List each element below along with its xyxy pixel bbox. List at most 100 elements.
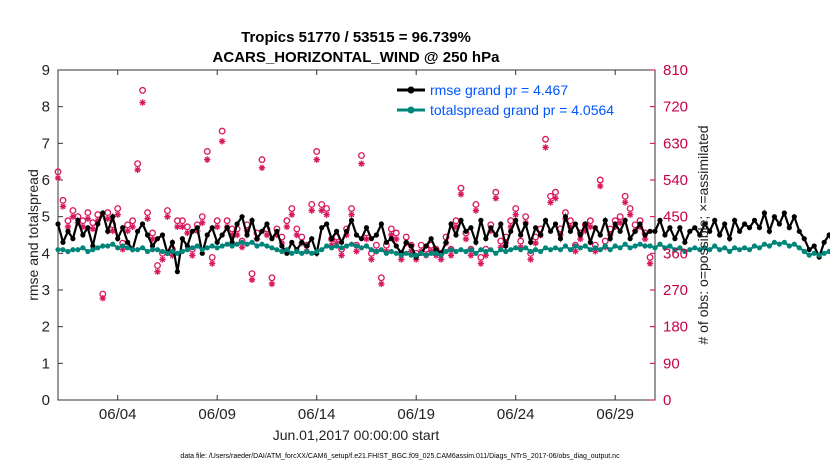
obs-possible-marker [313, 148, 321, 155]
rmse-point [687, 228, 693, 234]
obs-assimilated-marker [323, 211, 330, 218]
rmse-point [547, 228, 554, 234]
obs-assimilated-marker [129, 223, 136, 231]
rmse-point [826, 232, 830, 238]
totalspread-point [562, 243, 569, 249]
legend-rmse-label: rmse grand pr = 4.467 [430, 82, 568, 98]
totalspread-point [274, 247, 280, 253]
obs-assimilated-marker [597, 182, 604, 190]
obs-assimilated-marker [283, 223, 291, 231]
y-tick-label: 5 [42, 209, 50, 226]
obs-assimilated-marker [343, 231, 350, 239]
tick-labels: 012345678909018027036045054063072081006/… [42, 62, 688, 423]
legend-rmse-marker [407, 86, 415, 94]
totalspread-point [443, 248, 449, 255]
series-lines [55, 209, 830, 275]
rmse-point [115, 236, 121, 242]
rmse-point [483, 236, 489, 242]
obs-assimilated-marker [54, 174, 62, 182]
obs-assimilated-marker [293, 231, 300, 239]
rmse-point [647, 228, 653, 234]
rmse-point [125, 239, 131, 245]
rmse-point [513, 217, 519, 223]
rmse-point [736, 228, 743, 234]
obs-possible-marker [522, 213, 530, 221]
rmse-point [309, 236, 315, 242]
obs-possible-marker [223, 217, 231, 225]
legend: rmse grand pr = 4.467 totalspread grand … [392, 80, 650, 122]
totalspread-point [597, 247, 603, 253]
obs-assimilated-marker [273, 231, 281, 239]
obs-possible-marker [596, 176, 604, 184]
totalspread-point [264, 243, 270, 249]
totalspread-point [567, 247, 574, 253]
totalspread-point [741, 245, 748, 251]
totalspread-point [751, 243, 758, 249]
totalspread-point [732, 245, 738, 251]
totalspread-point [329, 245, 335, 251]
obs-possible-marker [626, 205, 634, 212]
totalspread-point [662, 245, 668, 251]
totalspread-point [468, 247, 474, 253]
y-tick-label: 1 [42, 355, 50, 372]
obs-assimilated-marker [263, 231, 271, 239]
totalspread-point [717, 247, 723, 253]
chart-title-line2: ACARS_HORIZONTAL_WIND @ 250 hPa [213, 49, 501, 66]
rmse-point [249, 217, 255, 223]
totalspread-point [433, 250, 439, 256]
obs-assimilated-marker [228, 231, 236, 239]
totalspread-point [100, 243, 106, 249]
obs-possible-marker [144, 209, 151, 217]
totalspread-point [697, 247, 703, 253]
rmse-point [722, 221, 728, 227]
totalspread-point [652, 245, 658, 251]
totalspread-point [60, 247, 66, 253]
obs-assimilated-marker [621, 199, 629, 206]
y-right-tick-label: 360 [663, 245, 688, 262]
rmse-point [95, 221, 101, 227]
obs-assimilated-marker [313, 156, 320, 163]
obs-assimilated-marker [209, 260, 216, 267]
obs-assimilated-marker [114, 211, 121, 218]
obs-assimilated-marker [154, 268, 161, 275]
legend-spread-marker [407, 106, 415, 114]
obs-assimilated-marker [552, 195, 559, 202]
totalspread-point [149, 247, 156, 253]
obs-possible-marker [517, 237, 525, 245]
rmse-point [174, 269, 180, 275]
obs-assimilated-marker [646, 260, 654, 267]
rmse-point [324, 221, 330, 227]
rmse-point [468, 225, 474, 231]
rmse-point [786, 225, 792, 231]
rmse-point [358, 236, 365, 242]
obs-assimilated-marker [587, 223, 594, 231]
rmse-point [383, 239, 389, 245]
totalspread-point [309, 250, 315, 256]
obs-possible-marker [616, 213, 624, 221]
rmse-point [80, 232, 86, 238]
totalspread-point [353, 243, 360, 249]
obs-assimilated-marker [393, 235, 400, 243]
totalspread-point [488, 247, 494, 253]
obs-assimilated-marker [134, 166, 141, 174]
rmse-point [403, 239, 409, 245]
totalspread-point [120, 243, 126, 249]
obs-possible-marker [129, 217, 137, 225]
obs-possible-marker [283, 217, 291, 225]
rmse-point [284, 250, 290, 256]
rmse-point [433, 247, 439, 253]
totalspread-point [393, 250, 399, 256]
totalspread-point [826, 248, 830, 255]
obs-possible-marker [203, 148, 211, 155]
obs-assimilated-marker [592, 248, 599, 255]
obs-assimilated-marker [353, 248, 360, 255]
totalspread-point [125, 245, 131, 251]
obs-possible-marker [472, 200, 480, 208]
rmse-point [264, 221, 270, 227]
rmse-point [144, 232, 151, 238]
totalspread-point [279, 248, 285, 255]
rmse-point [194, 225, 200, 231]
totalspread-point [503, 248, 509, 255]
rmse-point [388, 236, 394, 242]
totalspread-point [159, 248, 166, 255]
